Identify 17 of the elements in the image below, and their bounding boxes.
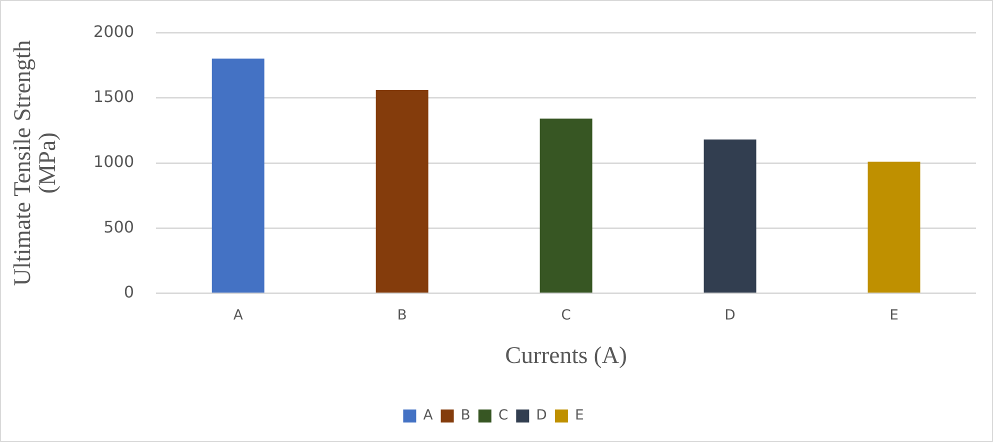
x-tick-label: C: [561, 307, 572, 324]
y-tick-label: 500: [104, 217, 134, 236]
y-tick-label: 1000: [93, 152, 134, 172]
legend-label: A: [423, 408, 434, 424]
x-tick-label: E: [890, 307, 898, 324]
x-tick-label: B: [397, 307, 407, 324]
x-tick-label: A: [233, 307, 244, 324]
y-tick-label: 2000: [93, 22, 134, 41]
legend-label: C: [498, 408, 508, 424]
legend-label: B: [460, 408, 470, 424]
y-tick-label: 0: [124, 282, 134, 302]
y-tick-label: 1500: [93, 86, 134, 106]
x-axis-title: Currents (A): [505, 342, 628, 369]
y-axis-title: Ultimate Tensile Strength (MPa): [10, 40, 62, 286]
legend-label: E: [574, 408, 584, 424]
legend-label: D: [536, 408, 547, 424]
x-tick-label: D: [724, 307, 736, 324]
